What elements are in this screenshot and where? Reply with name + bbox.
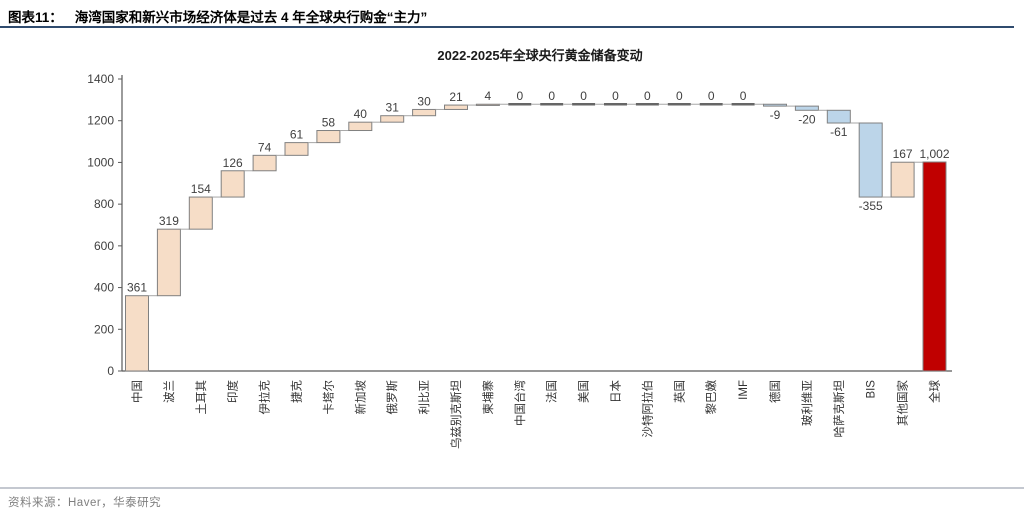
category-label: 全球 bbox=[928, 380, 942, 403]
category-label: 柬埔寨 bbox=[481, 380, 495, 415]
category-label: 日本 bbox=[609, 380, 623, 403]
category-label: BIS bbox=[866, 380, 878, 399]
value-label: 0 bbox=[548, 89, 555, 103]
category-label: 中国 bbox=[131, 380, 144, 403]
value-label: 126 bbox=[223, 156, 243, 170]
y-tick-label: 600 bbox=[94, 239, 114, 253]
value-label: 1,002 bbox=[919, 147, 949, 161]
y-tick-label: 800 bbox=[94, 197, 114, 211]
figure-label: 图表11： bbox=[8, 10, 63, 25]
category-label: 其他国家 bbox=[896, 380, 910, 426]
y-tick-label: 1200 bbox=[87, 114, 114, 128]
value-label: 0 bbox=[516, 89, 523, 103]
waterfall-chart: 0200400600800100012001400361中国319波兰154土耳… bbox=[87, 72, 952, 449]
value-label: 0 bbox=[612, 89, 619, 103]
category-label: 土耳其 bbox=[195, 380, 208, 415]
figure-title: 海湾国家和新兴市场经济体是过去 4 年全球央行购金“主力” bbox=[74, 10, 428, 25]
y-tick-label: 0 bbox=[107, 364, 114, 378]
category-label: 玻利维亚 bbox=[801, 380, 814, 426]
value-label: -9 bbox=[770, 108, 781, 122]
bar bbox=[858, 122, 883, 198]
source-note: 资料来源：Haver，华泰研究 bbox=[8, 497, 162, 509]
bar bbox=[763, 103, 787, 107]
category-label: 印度 bbox=[226, 380, 240, 403]
figure-header: 图表11： 海湾国家和新兴市场经济体是过去 4 年全球央行购金“主力” bbox=[8, 6, 427, 26]
bar bbox=[156, 228, 181, 297]
bar bbox=[444, 104, 468, 110]
bar bbox=[220, 170, 245, 198]
category-label: 黎巴嫩 bbox=[704, 380, 718, 415]
bar bbox=[188, 196, 213, 230]
y-tick-label: 400 bbox=[94, 281, 114, 295]
category-label: IMF bbox=[738, 380, 750, 400]
category-label: 波兰 bbox=[163, 380, 176, 403]
category-label: 哈萨克斯坦 bbox=[832, 380, 846, 438]
bar bbox=[125, 295, 149, 372]
value-label: 31 bbox=[386, 101, 400, 115]
bar bbox=[252, 154, 277, 172]
category-label: 俄罗斯 bbox=[386, 380, 399, 415]
value-label: 74 bbox=[258, 140, 272, 154]
value-label: 0 bbox=[676, 89, 683, 103]
value-label: 40 bbox=[354, 107, 368, 121]
value-label: 0 bbox=[740, 89, 747, 103]
value-label: 167 bbox=[893, 147, 913, 161]
category-label: 利比亚 bbox=[418, 380, 431, 415]
bar bbox=[794, 105, 819, 111]
value-label: 361 bbox=[127, 281, 147, 295]
category-label: 美国 bbox=[577, 380, 591, 403]
header-divider bbox=[0, 26, 1014, 28]
category-label: 英国 bbox=[672, 380, 686, 403]
bar bbox=[412, 108, 437, 117]
value-label: -355 bbox=[859, 199, 883, 213]
value-label: 21 bbox=[449, 90, 463, 104]
value-label: 319 bbox=[159, 214, 179, 228]
value-label: 0 bbox=[708, 89, 715, 103]
y-tick-label: 1400 bbox=[87, 72, 114, 86]
category-label: 沙特阿拉伯 bbox=[640, 380, 654, 438]
bar bbox=[922, 161, 947, 372]
value-label: -20 bbox=[798, 112, 816, 126]
bar bbox=[380, 115, 405, 123]
value-label: -61 bbox=[830, 125, 848, 139]
value-label: 154 bbox=[191, 182, 211, 196]
chart-title: 2022-2025年全球央行黄金储备变动 bbox=[437, 48, 643, 63]
y-tick-label: 200 bbox=[94, 322, 114, 336]
y-tick-label: 1000 bbox=[87, 155, 114, 169]
bar bbox=[316, 130, 341, 144]
bar bbox=[826, 109, 851, 124]
category-label: 德国 bbox=[768, 380, 782, 403]
category-label: 法国 bbox=[545, 380, 559, 403]
value-label: 30 bbox=[417, 94, 431, 108]
value-label: 0 bbox=[580, 89, 587, 103]
category-label: 伊拉克 bbox=[258, 380, 272, 415]
value-label: 4 bbox=[485, 89, 492, 103]
footer-divider bbox=[0, 487, 1024, 489]
category-label: 卡塔尔 bbox=[321, 380, 335, 415]
category-label: 新加坡 bbox=[353, 380, 367, 415]
bar bbox=[890, 161, 915, 198]
bar bbox=[348, 121, 373, 132]
bar bbox=[284, 142, 309, 156]
value-label: 61 bbox=[290, 128, 304, 142]
category-label: 捷克 bbox=[290, 380, 304, 403]
category-label: 中国台湾 bbox=[513, 380, 527, 426]
category-label: 乌兹别克斯坦 bbox=[449, 380, 463, 449]
value-label: 58 bbox=[322, 116, 336, 130]
value-label: 0 bbox=[644, 89, 651, 103]
bar bbox=[475, 103, 500, 106]
